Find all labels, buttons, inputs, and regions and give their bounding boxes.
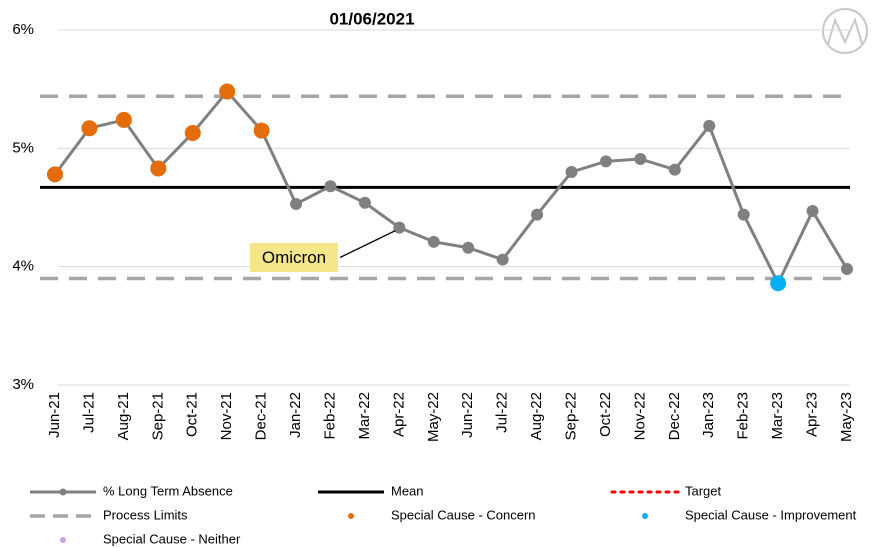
- chart-subtitle: 01/06/2021: [329, 9, 414, 28]
- legend-item: Special Cause - Neither: [60, 531, 241, 546]
- legend-item: Target: [610, 483, 722, 498]
- legend-swatch: [348, 513, 354, 519]
- special-cause-point: [47, 166, 63, 183]
- point: [358, 196, 371, 209]
- point: [668, 163, 681, 176]
- x-tick-label: Jan-23: [700, 392, 717, 438]
- x-tick-label: Mar-23: [769, 392, 786, 440]
- point: [427, 235, 440, 248]
- x-tick-label: Dec-21: [253, 392, 270, 440]
- x-tick-label: Oct-22: [597, 392, 614, 437]
- special-cause-point: [115, 111, 132, 128]
- legend-label: Mean: [391, 483, 424, 498]
- annotation-text: Omicron: [262, 248, 326, 267]
- legend-swatch: [59, 488, 67, 496]
- legend-label: Special Cause - Neither: [103, 531, 241, 546]
- special-cause-point: [184, 124, 201, 141]
- legend-item: % Long Term Absence: [30, 483, 233, 498]
- point: [599, 155, 612, 168]
- x-tick-label: Jul-22: [494, 392, 511, 433]
- x-tick-label: May-22: [425, 392, 442, 442]
- point: [290, 197, 303, 210]
- x-tick-label: Sep-22: [562, 392, 579, 440]
- legend-item: Mean: [318, 483, 424, 498]
- x-tick-label: Jul-21: [80, 392, 97, 433]
- point: [841, 263, 853, 276]
- legend-item: Process Limits: [30, 507, 188, 522]
- point: [496, 253, 509, 266]
- y-tick-label: 6%: [12, 21, 34, 38]
- point: [703, 119, 716, 132]
- point: [393, 221, 406, 234]
- y-tick-label: 5%: [12, 139, 34, 156]
- x-tick-label: Mar-22: [356, 392, 373, 440]
- point: [531, 208, 544, 221]
- point: [634, 152, 647, 165]
- annotation-box: [250, 243, 338, 272]
- legend-item: Special Cause - Concern: [348, 507, 536, 522]
- special-cause-point: [81, 120, 98, 137]
- legend-swatch: [60, 537, 66, 543]
- point: [806, 205, 819, 218]
- legend-label: % Long Term Absence: [103, 483, 233, 498]
- point: [462, 241, 475, 254]
- point: [324, 180, 337, 193]
- series-line: [53, 89, 849, 287]
- x-tick-label: Sep-21: [149, 392, 166, 440]
- legend-label: Process Limits: [103, 507, 188, 522]
- y-tick-label: 4%: [12, 258, 34, 275]
- y-tick-label: 3%: [12, 376, 34, 393]
- legend-label: Special Cause - Improvement: [685, 507, 857, 522]
- x-tick-label: Nov-22: [631, 392, 648, 440]
- x-tick-label: Dec-22: [666, 392, 683, 440]
- special-cause-point: [219, 83, 236, 100]
- point: [565, 166, 578, 178]
- legend-swatch: [642, 513, 648, 519]
- x-tick-label: Feb-22: [321, 392, 338, 440]
- x-tick-label: Aug-22: [528, 392, 545, 440]
- legend-label: Target: [685, 483, 722, 498]
- x-tick-label: Apr-23: [804, 392, 821, 437]
- x-tick-label: Aug-21: [115, 392, 132, 440]
- special-cause-point: [770, 275, 787, 292]
- x-tick-label: Apr-22: [390, 392, 407, 437]
- special-cause-point: [253, 122, 270, 139]
- legend-item: Special Cause - Improvement: [642, 507, 857, 522]
- x-tick-label: Jun-21: [46, 392, 63, 438]
- x-tick-label: Jun-22: [459, 392, 476, 438]
- x-tick-label: Jan-22: [287, 392, 304, 438]
- x-tick-label: Nov-21: [218, 392, 235, 440]
- x-tick-label: Feb-23: [735, 392, 752, 440]
- special-cause-point: [150, 160, 167, 177]
- x-tick-label: May-23: [838, 392, 855, 442]
- point: [737, 208, 750, 221]
- logo: [822, 8, 868, 54]
- legend-label: Special Cause - Concern: [391, 507, 536, 522]
- x-tick-label: Oct-21: [184, 392, 201, 437]
- annotation-connector: [339, 230, 396, 259]
